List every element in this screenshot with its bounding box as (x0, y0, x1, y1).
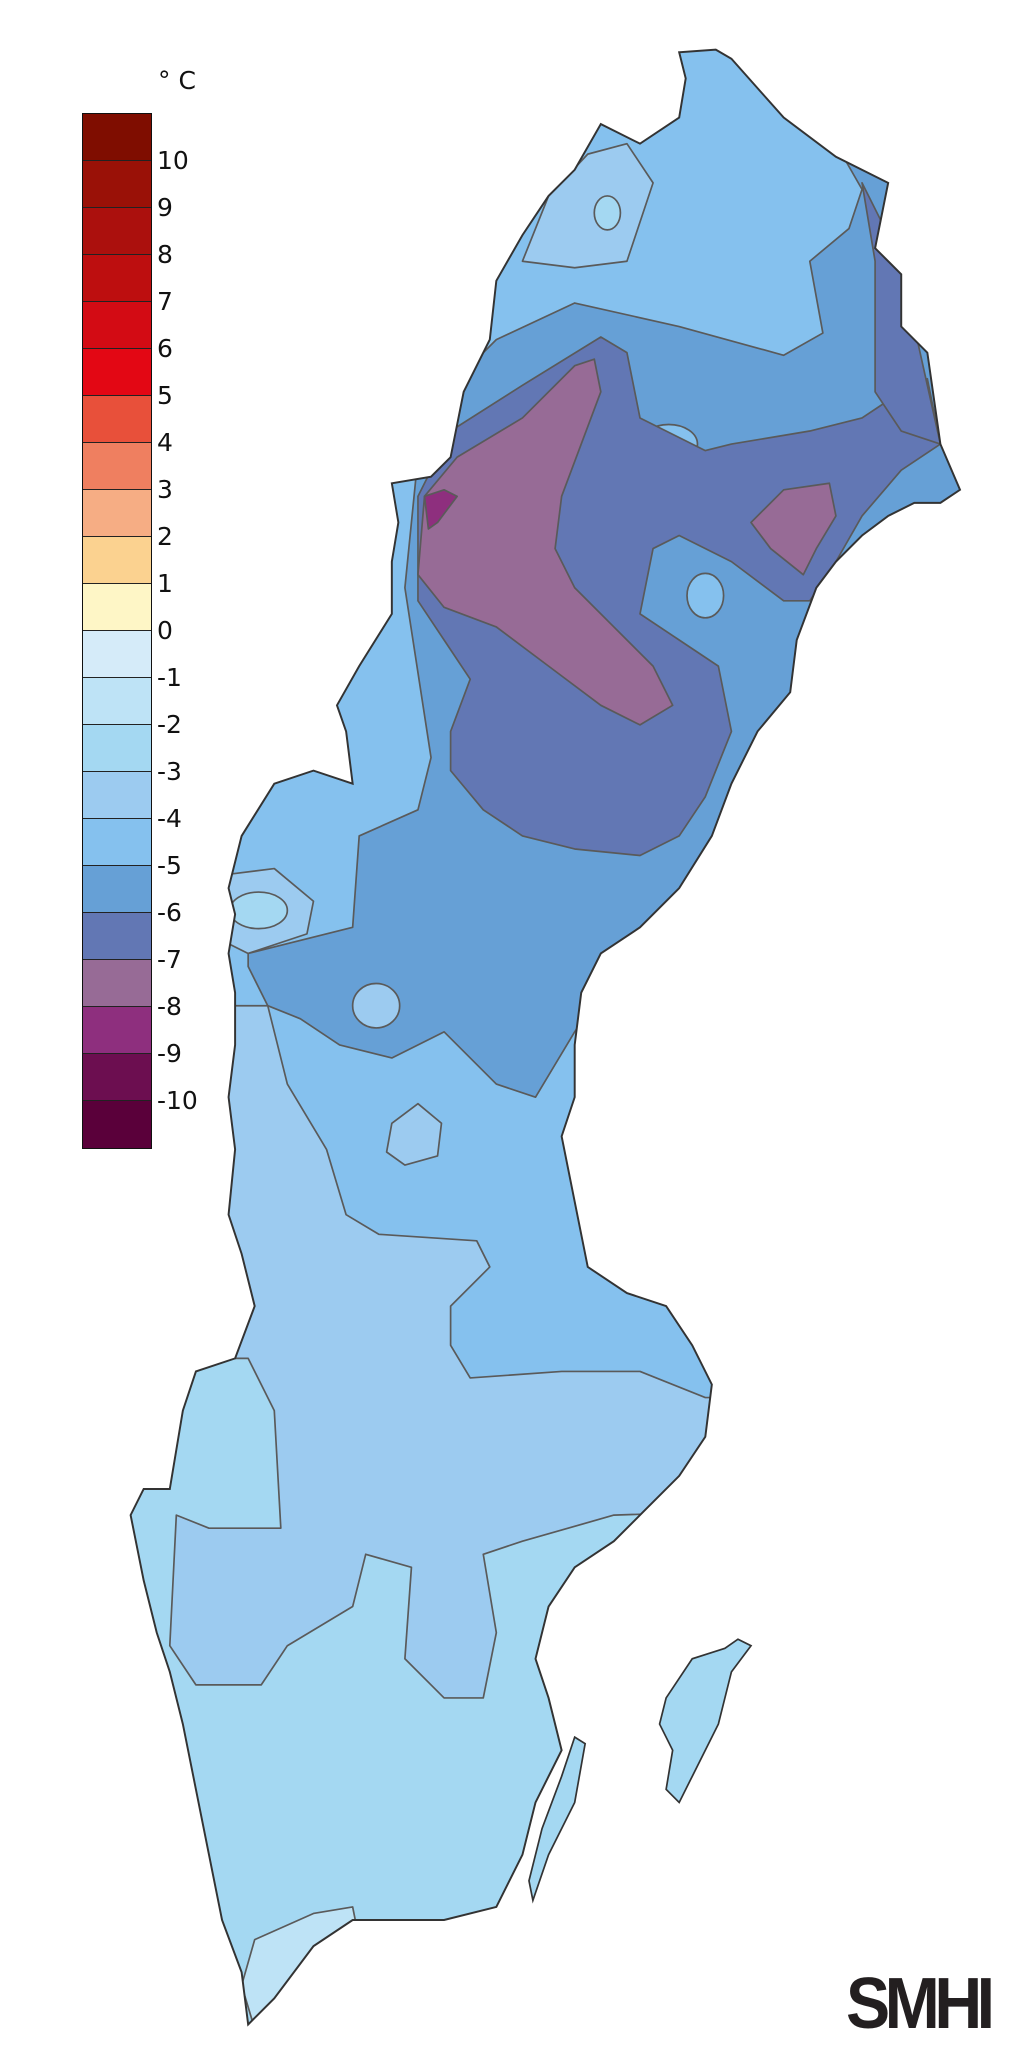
legend-tick-label: -3 (157, 757, 182, 786)
zone-minus9 (423, 488, 458, 530)
gotland (658, 1638, 753, 1804)
legend-swatch (83, 631, 151, 678)
legend-tick-label: 7 (157, 287, 173, 316)
legend-tick-label: 6 (157, 334, 173, 363)
legend-swatch (83, 866, 151, 913)
legend-swatch (83, 349, 151, 396)
legend-swatch (83, 584, 151, 631)
legend-tick-label: 5 (157, 381, 173, 410)
legend-tick-label: -4 (157, 804, 182, 833)
zone-minus8-east (750, 482, 837, 576)
legend-tick-label: -9 (157, 1039, 182, 1068)
legend-swatch (83, 960, 151, 1007)
legend-swatch (83, 114, 151, 161)
legend-swatch (83, 302, 151, 349)
color-legend (82, 113, 152, 1149)
legend-swatch (83, 819, 151, 866)
legend-tick-label: -6 (157, 898, 182, 927)
legend-swatch (83, 490, 151, 537)
legend-swatch (83, 725, 151, 772)
legend-swatch (83, 1007, 151, 1054)
zone-minus8 (417, 358, 674, 726)
legend-swatch (83, 913, 151, 960)
legend-swatch (83, 1101, 151, 1148)
smhi-logo: SMHI (846, 1964, 995, 2044)
legend-tick-label: -5 (157, 851, 182, 880)
zone-minus3-north (593, 195, 622, 231)
legend-swatch (83, 678, 151, 725)
legend-tick-label: -1 (157, 663, 182, 692)
legend-tick-label: -8 (157, 992, 182, 1021)
legend-tick-label: 4 (157, 428, 173, 457)
zone-minus4-hole (351, 982, 401, 1029)
legend-tick-label: 10 (157, 146, 189, 175)
legend-tick-label: -10 (157, 1086, 198, 1115)
legend-swatch (83, 255, 151, 302)
oland (528, 1735, 587, 1904)
legend-tick-label: 0 (157, 616, 173, 645)
legend-swatch (83, 161, 151, 208)
legend-tick-label: 2 (157, 522, 173, 551)
legend-tick-label: 8 (157, 240, 173, 269)
legend-tick-label: 9 (157, 193, 173, 222)
zone-minus3-west (229, 891, 289, 930)
legend-tick-label: -7 (157, 945, 182, 974)
legend-swatch (83, 537, 151, 584)
legend-swatch (83, 208, 151, 255)
legend-tick-label: 3 (157, 475, 173, 504)
zone-minus4-hole (385, 1102, 443, 1166)
zone-minus5-hole (686, 572, 725, 619)
legend-swatch (83, 1054, 151, 1101)
legend-unit: ° C (158, 66, 196, 95)
legend-swatch (83, 443, 151, 490)
legend-swatch (83, 772, 151, 819)
legend-tick-label: 1 (157, 569, 173, 598)
legend-tick-label: -2 (157, 710, 182, 739)
legend-swatch (83, 396, 151, 443)
